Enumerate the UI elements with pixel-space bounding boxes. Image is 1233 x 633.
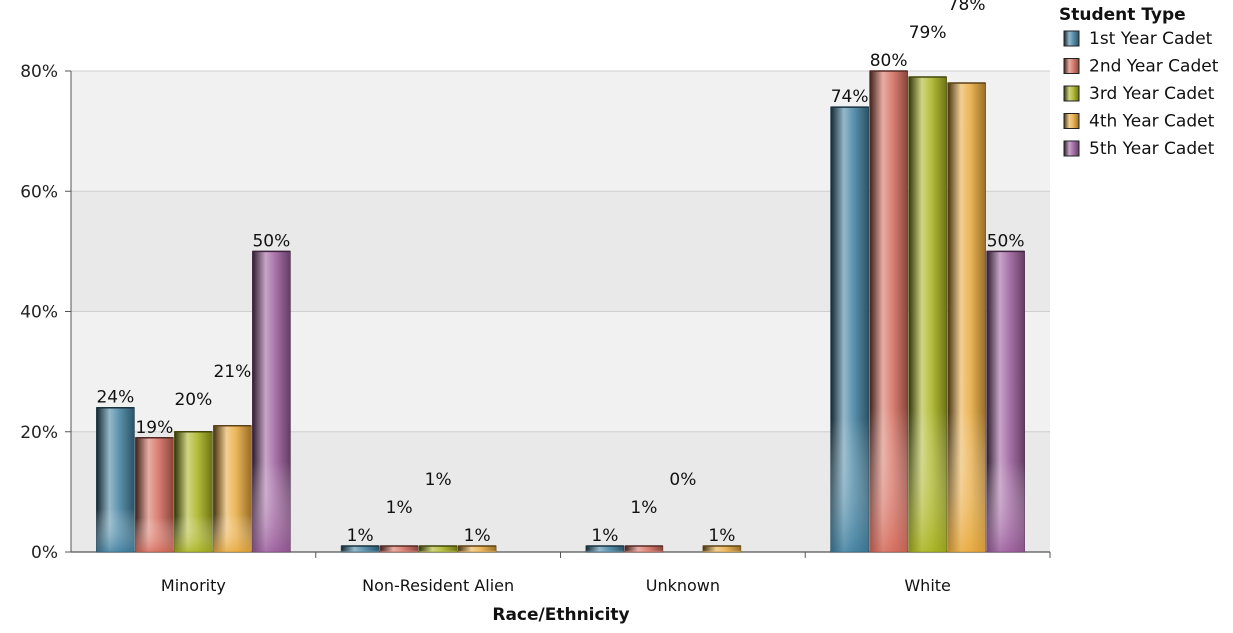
legend-swatch [1063, 113, 1080, 129]
data-label: 78% [948, 0, 986, 15]
x-category-label: Non-Resident Alien [362, 576, 514, 595]
y-tick-label: 80% [20, 62, 58, 82]
data-label: 80% [870, 51, 908, 71]
x-axis-title: Race/Ethnicity [492, 605, 629, 625]
legend-swatch [1063, 30, 1080, 47]
legend-item-label: 1st Year Cadet [1089, 29, 1213, 49]
bar-shine [252, 251, 291, 552]
data-label: 1% [464, 526, 491, 546]
bar-shine [585, 545, 624, 552]
bar-shine [869, 71, 908, 552]
data-label: 21% [213, 362, 251, 382]
data-label: 1% [630, 498, 657, 518]
y-tick-label: 0% [31, 543, 58, 563]
legend-title: Student Type [1059, 5, 1186, 25]
legend-item-label: 2nd Year Cadet [1089, 57, 1219, 77]
bar-shine [947, 83, 986, 553]
bar-shine [458, 545, 497, 552]
bar-shine [986, 251, 1025, 552]
bar-shine [702, 545, 741, 552]
bar-shine [830, 107, 869, 552]
bar-shine [213, 425, 252, 552]
legend-swatch [1063, 85, 1080, 102]
bar-shine [341, 545, 380, 552]
legend: Student Type 1st Year Cadet 2nd Year Cade… [1059, 5, 1219, 159]
data-label: 19% [135, 418, 173, 438]
x-category-label: Unknown [646, 576, 720, 595]
y-tick-label: 40% [20, 303, 58, 323]
data-label: 1% [708, 526, 735, 546]
data-label: 24% [96, 388, 134, 408]
data-label: 1% [347, 526, 374, 546]
legend-item-label: 3rd Year Cadet [1089, 84, 1215, 104]
x-category-label: Minority [161, 576, 226, 595]
data-label: 0% [669, 470, 696, 490]
data-label: 1% [591, 526, 618, 546]
y-tick-label: 20% [20, 423, 58, 443]
bar-shine [624, 545, 663, 552]
data-label: 20% [174, 390, 212, 410]
legend-item-label: 5th Year Cadet [1089, 139, 1215, 159]
bar-shine [380, 545, 419, 552]
y-tick-label: 60% [20, 182, 58, 202]
legend-swatch [1063, 140, 1080, 157]
bar-shine [908, 77, 947, 552]
x-category-label: White [904, 576, 951, 595]
bar-shine [135, 437, 174, 552]
bar-shine [419, 545, 458, 552]
data-label: 1% [386, 498, 413, 518]
data-label: 74% [831, 87, 869, 107]
data-label: 79% [909, 23, 947, 43]
legend-swatch [1063, 58, 1080, 74]
bar-shine [174, 431, 213, 552]
bar-shine [96, 407, 135, 552]
data-label: 50% [252, 231, 290, 251]
legend-item-label: 4th Year Cadet [1089, 112, 1215, 132]
data-label: 1% [425, 470, 452, 490]
data-label: 50% [987, 231, 1025, 251]
